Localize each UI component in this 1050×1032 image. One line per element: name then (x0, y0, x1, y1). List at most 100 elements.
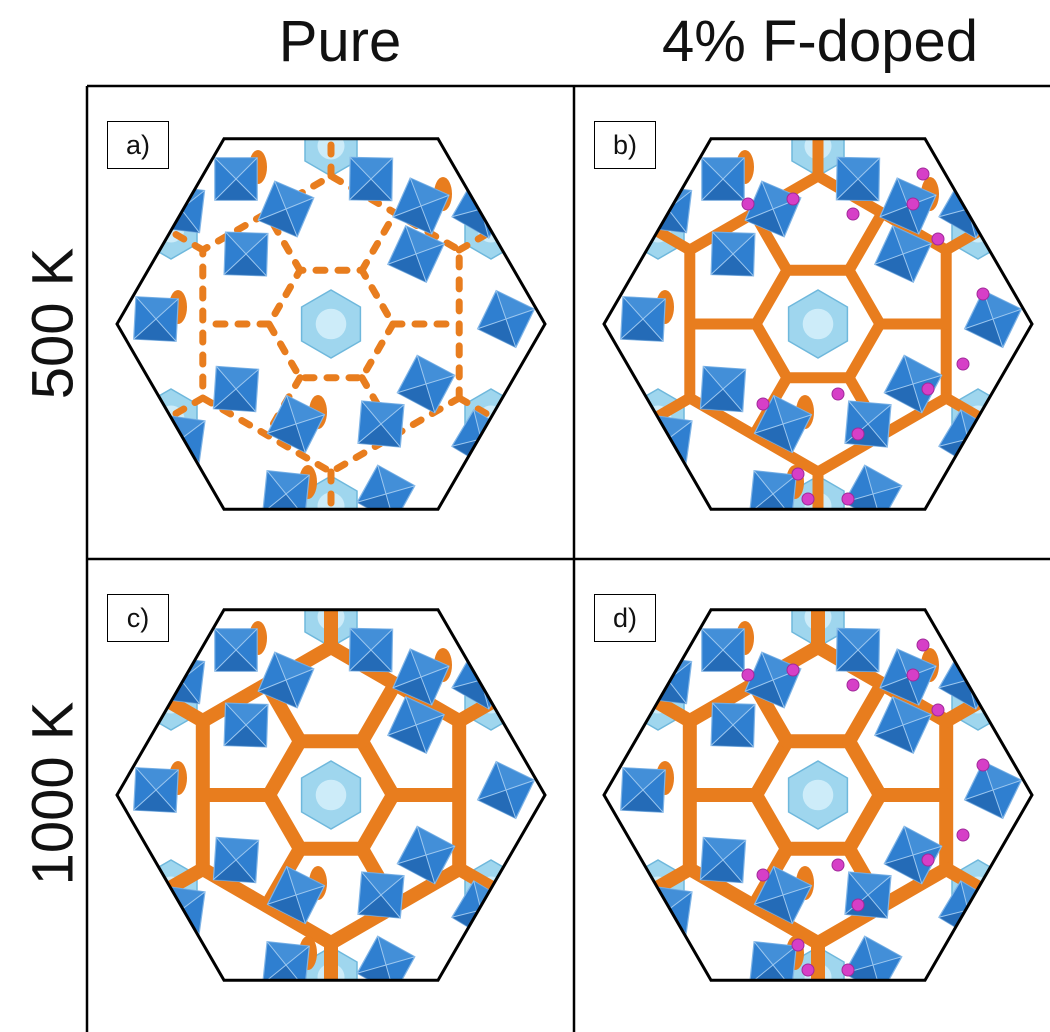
octahedron (699, 836, 747, 884)
octahedron (938, 409, 998, 469)
octahedron (620, 767, 666, 813)
octahedron (214, 628, 258, 672)
octahedron (874, 225, 932, 283)
octahedron (874, 696, 932, 754)
octahedron (257, 651, 315, 709)
structure-panel-a (115, 137, 547, 511)
fluorine-dopant (646, 187, 660, 201)
octahedron (266, 865, 326, 925)
fluorine-dopant (756, 397, 770, 411)
octahedron (223, 231, 269, 277)
fluorine-dopant (646, 658, 660, 672)
octahedron (643, 885, 693, 935)
density-channel (843, 207, 888, 276)
octahedron (843, 464, 903, 510)
polyhedron-core (315, 779, 347, 811)
octahedron (620, 296, 666, 342)
fluorine-dopant (921, 382, 935, 396)
fluorine-dopant (786, 192, 800, 206)
octahedron (843, 935, 903, 981)
octahedron (387, 696, 445, 754)
octahedron (356, 464, 416, 510)
fluorine-dopant (976, 287, 990, 301)
octahedron (710, 702, 756, 748)
octahedron (348, 156, 394, 202)
fluorine-dopant (931, 232, 945, 246)
octahedron (156, 414, 206, 464)
fluorine-dopant (906, 668, 920, 682)
fluorine-dopant (741, 197, 755, 211)
fluorine-dopant (851, 427, 865, 441)
fluorine-dopant (791, 467, 805, 481)
octahedron (451, 650, 511, 710)
octahedron (701, 628, 745, 672)
density-channel (358, 209, 399, 274)
octahedron (451, 409, 511, 469)
fluorine-dopant (791, 938, 805, 952)
octahedron (835, 156, 881, 202)
structure-panel-b (602, 137, 1034, 511)
octahedron (357, 400, 405, 448)
octahedron (396, 825, 456, 885)
polyhedron-core (802, 308, 834, 340)
octahedron (643, 414, 693, 464)
octahedron (212, 836, 260, 884)
octahedron (392, 648, 450, 706)
structure-panel-c (115, 608, 547, 982)
density-blob (981, 180, 999, 214)
fluorine-dopant (801, 492, 815, 506)
octahedron (938, 880, 998, 940)
panel-label-b: b) (594, 121, 656, 169)
octahedron (396, 354, 456, 414)
octahedron (938, 179, 998, 239)
octahedron (357, 871, 405, 919)
polyhedron-core (315, 308, 347, 340)
octahedron (643, 184, 693, 234)
octahedron (963, 760, 1023, 820)
octahedron (133, 767, 179, 813)
octahedron (938, 650, 998, 710)
octahedron (387, 225, 445, 283)
octahedron (133, 296, 179, 342)
octahedron (476, 760, 536, 820)
fluorine-dopant (906, 197, 920, 211)
fluorine-dopant (846, 678, 860, 692)
octahedron (257, 180, 315, 238)
fluorine-dopant (916, 167, 930, 181)
octahedron (844, 400, 892, 448)
octahedron (356, 935, 416, 981)
hexagon-outline (115, 608, 547, 982)
density-blob (494, 651, 512, 685)
fluorine-dopant (921, 853, 935, 867)
octahedron (212, 365, 260, 413)
octahedron (744, 180, 802, 238)
fluorine-dopant (756, 868, 770, 882)
fluorine-dopant (841, 492, 855, 506)
octahedron (223, 702, 269, 748)
fluorine-dopant (846, 207, 860, 221)
octahedron (844, 871, 892, 919)
panel-label-c: c) (107, 594, 169, 642)
hexagon-outline (602, 608, 1034, 982)
octahedron (699, 365, 747, 413)
structure-panel-d (602, 608, 1034, 982)
octahedron (451, 179, 511, 239)
octahedron (963, 289, 1023, 349)
fluorine-dopant (916, 638, 930, 652)
octahedron (348, 627, 394, 673)
octahedron (701, 157, 745, 201)
fluorine-dopant (956, 357, 970, 371)
octahedron (883, 825, 943, 885)
fluorine-dopant (831, 387, 845, 401)
density-channel (355, 677, 402, 749)
polyhedron-core (802, 779, 834, 811)
fluorine-dopant (931, 703, 945, 717)
octahedron (266, 394, 326, 454)
octahedron (835, 627, 881, 673)
fluorine-dopant (851, 898, 865, 912)
fluorine-dopant (786, 663, 800, 677)
density-blob (981, 651, 999, 685)
hexagon-outline (115, 137, 547, 511)
